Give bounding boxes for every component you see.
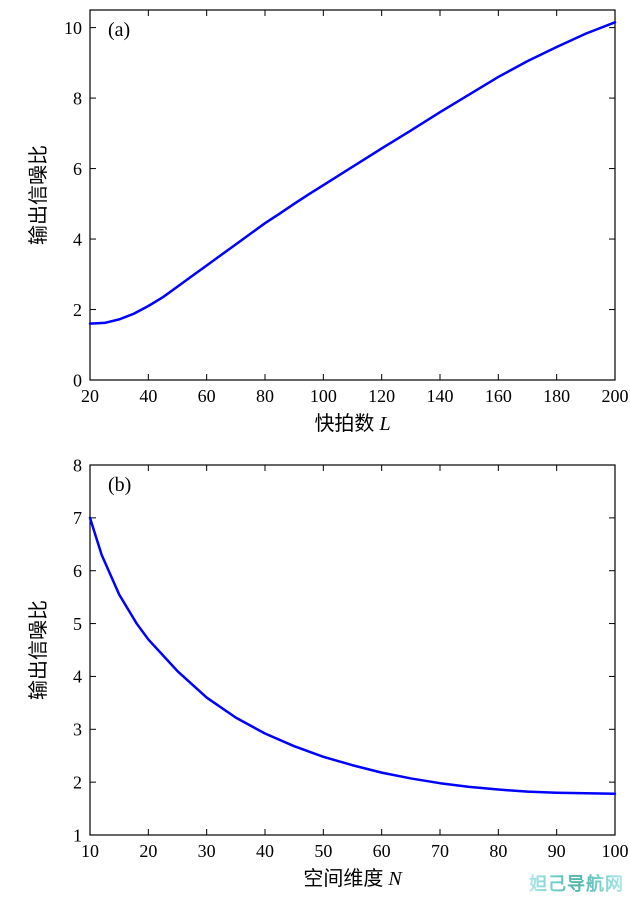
y-tick-label: 10 xyxy=(64,18,82,38)
x-tick-label: 90 xyxy=(548,841,566,861)
x-axis-label: 快拍数 L xyxy=(314,412,390,435)
x-tick-label: 100 xyxy=(310,386,337,406)
x-tick-label: 40 xyxy=(256,841,274,861)
x-tick-label: 70 xyxy=(431,841,449,861)
charts-svg: 204060801001201401601802000246810(a)快拍数 … xyxy=(0,0,630,902)
x-tick-label: 180 xyxy=(543,386,570,406)
panel-label: (a) xyxy=(108,19,130,41)
y-tick-label: 2 xyxy=(73,300,82,320)
plot-box xyxy=(90,10,615,380)
x-tick-label: 50 xyxy=(314,841,332,861)
panel-label: (b) xyxy=(108,474,131,496)
x-axis-label: 空间维度 N xyxy=(303,867,403,890)
y-tick-label: 6 xyxy=(73,561,82,581)
x-tick-label: 80 xyxy=(256,386,274,406)
y-tick-label: 5 xyxy=(73,614,82,634)
x-tick-label: 200 xyxy=(602,386,629,406)
data-line xyxy=(90,518,615,794)
x-tick-label: 20 xyxy=(81,386,99,406)
x-tick-label: 160 xyxy=(485,386,512,406)
x-tick-label: 60 xyxy=(198,386,216,406)
y-tick-label: 1 xyxy=(73,825,82,845)
x-tick-label: 10 xyxy=(81,841,99,861)
x-tick-label: 100 xyxy=(602,841,629,861)
x-tick-label: 80 xyxy=(489,841,507,861)
x-tick-label: 40 xyxy=(139,386,157,406)
x-tick-label: 140 xyxy=(427,386,454,406)
y-tick-label: 7 xyxy=(73,508,82,528)
y-tick-label: 3 xyxy=(73,720,82,740)
y-tick-label: 6 xyxy=(73,159,82,179)
data-line xyxy=(90,22,615,323)
y-axis-label: 输出信噪比 xyxy=(27,145,50,245)
plot-box xyxy=(90,465,615,835)
y-tick-label: 8 xyxy=(73,88,82,108)
y-tick-label: 4 xyxy=(73,229,82,249)
figure-container: 204060801001201401601802000246810(a)快拍数 … xyxy=(0,0,630,902)
y-tick-label: 8 xyxy=(73,455,82,475)
x-tick-label: 30 xyxy=(198,841,216,861)
x-tick-label: 20 xyxy=(139,841,157,861)
y-tick-label: 0 xyxy=(73,370,82,390)
y-tick-label: 2 xyxy=(73,772,82,792)
y-axis-label: 输出信噪比 xyxy=(27,600,50,700)
x-tick-label: 60 xyxy=(373,841,391,861)
x-tick-label: 120 xyxy=(368,386,395,406)
y-tick-label: 4 xyxy=(73,667,82,687)
